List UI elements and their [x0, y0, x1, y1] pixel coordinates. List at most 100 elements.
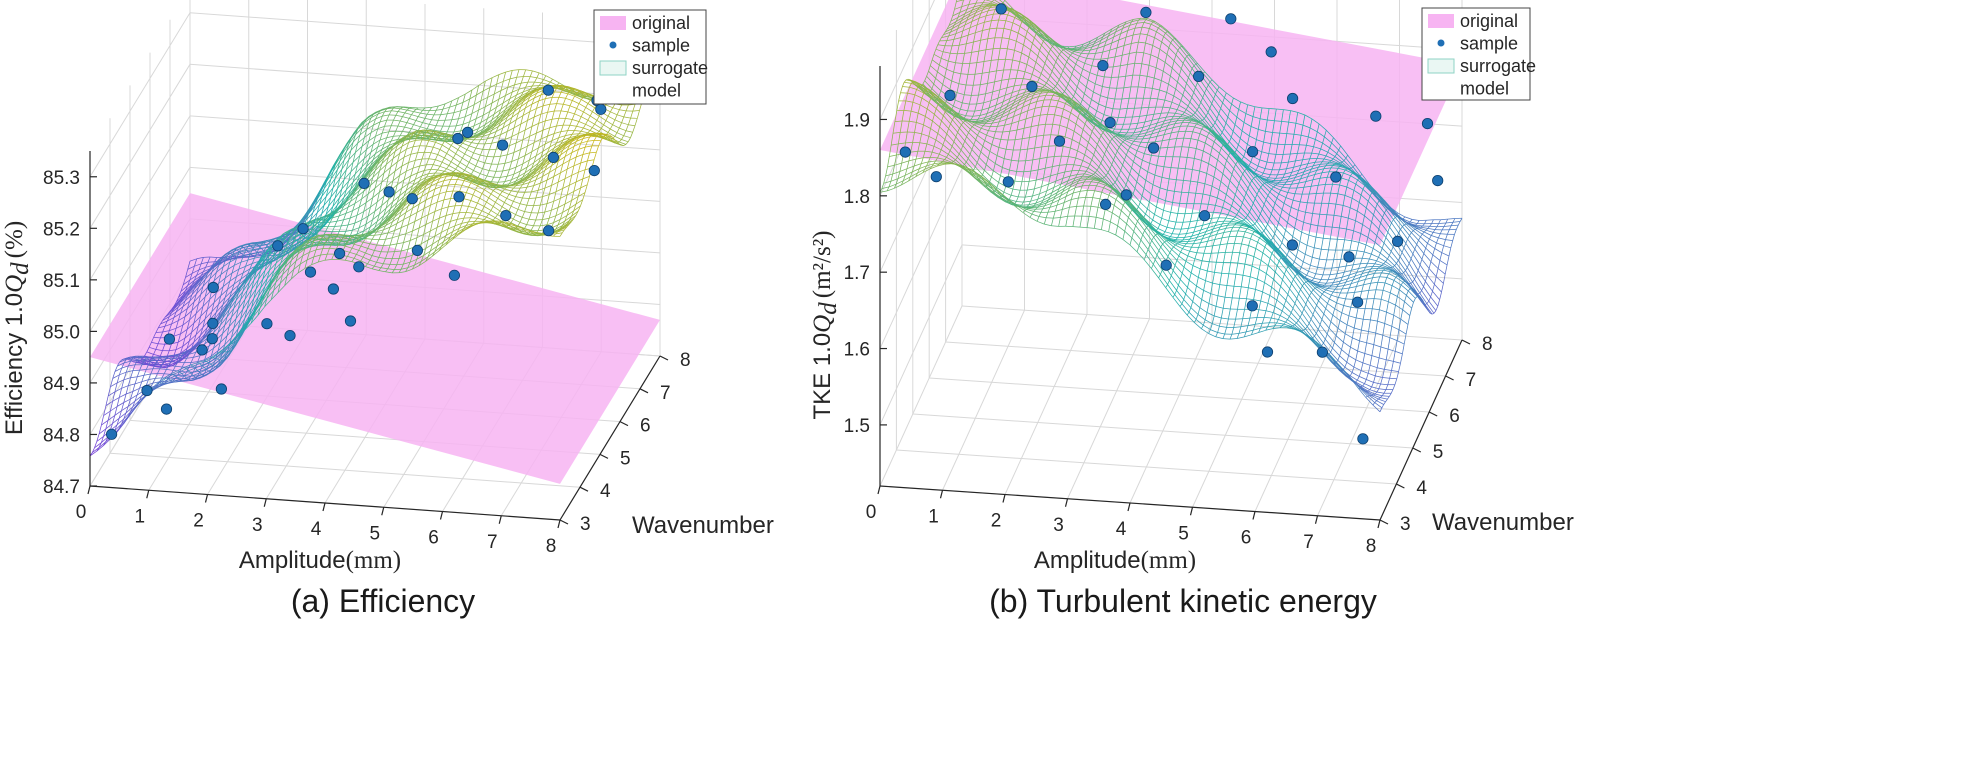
mesh-line [598, 115, 607, 121]
mesh-line [419, 199, 427, 205]
mesh-line [452, 233, 460, 240]
mesh-line [372, 255, 379, 258]
mesh-line [128, 383, 136, 386]
mesh-line [125, 406, 133, 414]
mesh-line [181, 380, 185, 382]
mesh-line [417, 151, 425, 154]
mesh-line [188, 367, 196, 372]
mesh-line [540, 164, 548, 171]
mesh-line [139, 369, 147, 371]
mesh-line [555, 212, 563, 217]
mesh-line [228, 337, 237, 347]
mesh-line [454, 223, 462, 227]
mesh-line [477, 202, 485, 207]
mesh-line [450, 161, 458, 167]
mesh-line [244, 307, 252, 319]
mesh-line [463, 198, 471, 201]
mesh-line [444, 113, 448, 121]
mesh-line [489, 170, 497, 172]
mesh-line [112, 374, 120, 379]
mesh-line [374, 221, 382, 228]
mesh-line [574, 130, 582, 132]
mesh-line [529, 197, 536, 199]
mesh-line [581, 99, 589, 104]
mesh-line [387, 268, 395, 270]
mesh-line [453, 110, 461, 113]
mesh-line [89, 450, 97, 457]
mesh-line [390, 119, 394, 126]
mesh-line [204, 369, 212, 374]
mesh-line [363, 241, 370, 245]
mesh-line [468, 220, 476, 223]
mesh-line [420, 112, 428, 115]
mesh-line [96, 436, 104, 442]
mesh-line [545, 97, 553, 99]
mesh-line [390, 243, 397, 246]
mesh-line [562, 184, 570, 189]
mesh-line [406, 109, 414, 112]
mesh-line [589, 151, 597, 154]
mesh-line [560, 194, 568, 199]
mesh-line [578, 192, 586, 197]
mesh-line [569, 124, 577, 127]
mesh-line [395, 114, 403, 117]
mesh-line [464, 153, 472, 158]
mesh-line [416, 234, 424, 239]
mesh-line [522, 230, 529, 234]
mesh-line [436, 108, 443, 111]
mesh-line [569, 181, 577, 186]
mesh-line [498, 71, 506, 75]
mesh-line [434, 186, 442, 190]
grid-line [89, 115, 661, 281]
mesh-line [242, 315, 250, 328]
mesh-line [544, 209, 552, 213]
mesh-line [411, 111, 415, 115]
mesh-line [360, 245, 368, 249]
mesh-line [405, 230, 413, 235]
mesh-line [413, 145, 420, 148]
mesh-line [612, 124, 620, 129]
mesh-line [462, 142, 470, 147]
mesh-line [415, 108, 423, 111]
mesh-line [461, 221, 469, 224]
mesh-line [573, 162, 581, 167]
mesh-line [587, 140, 595, 142]
mesh-line [566, 210, 574, 216]
mesh-line [237, 284, 246, 294]
mesh-line [534, 81, 542, 84]
mesh-line [405, 268, 413, 272]
mesh-line [459, 225, 467, 229]
mesh-line [208, 357, 216, 364]
mesh-line [441, 240, 449, 247]
mesh-line [573, 205, 581, 212]
mesh-line [443, 198, 451, 201]
mesh-line [450, 219, 458, 222]
mesh-line [121, 406, 129, 412]
mesh-line [259, 298, 268, 309]
mesh-line [457, 179, 465, 181]
mesh-line [596, 119, 604, 126]
mesh-line [564, 200, 572, 205]
mesh-line [382, 114, 390, 117]
mesh-line [391, 110, 399, 112]
mesh-line [267, 270, 275, 279]
mesh-line [385, 201, 394, 209]
mesh-line [397, 120, 401, 127]
mesh-line [501, 221, 509, 226]
mesh-line [498, 181, 505, 183]
mesh-line [202, 362, 210, 367]
mesh-line [382, 131, 389, 134]
mesh-line [136, 370, 140, 377]
mesh-line [229, 300, 237, 310]
mesh-line [353, 257, 361, 262]
mesh-line [405, 185, 414, 191]
mesh-line [483, 219, 491, 222]
mesh-line [565, 118, 573, 120]
mesh-line [578, 121, 586, 125]
mesh-line [453, 104, 457, 113]
mesh-line [103, 410, 111, 416]
mesh-line [186, 357, 194, 359]
mesh-line [404, 109, 408, 114]
mesh-line [271, 292, 279, 300]
mesh-line [132, 400, 140, 408]
